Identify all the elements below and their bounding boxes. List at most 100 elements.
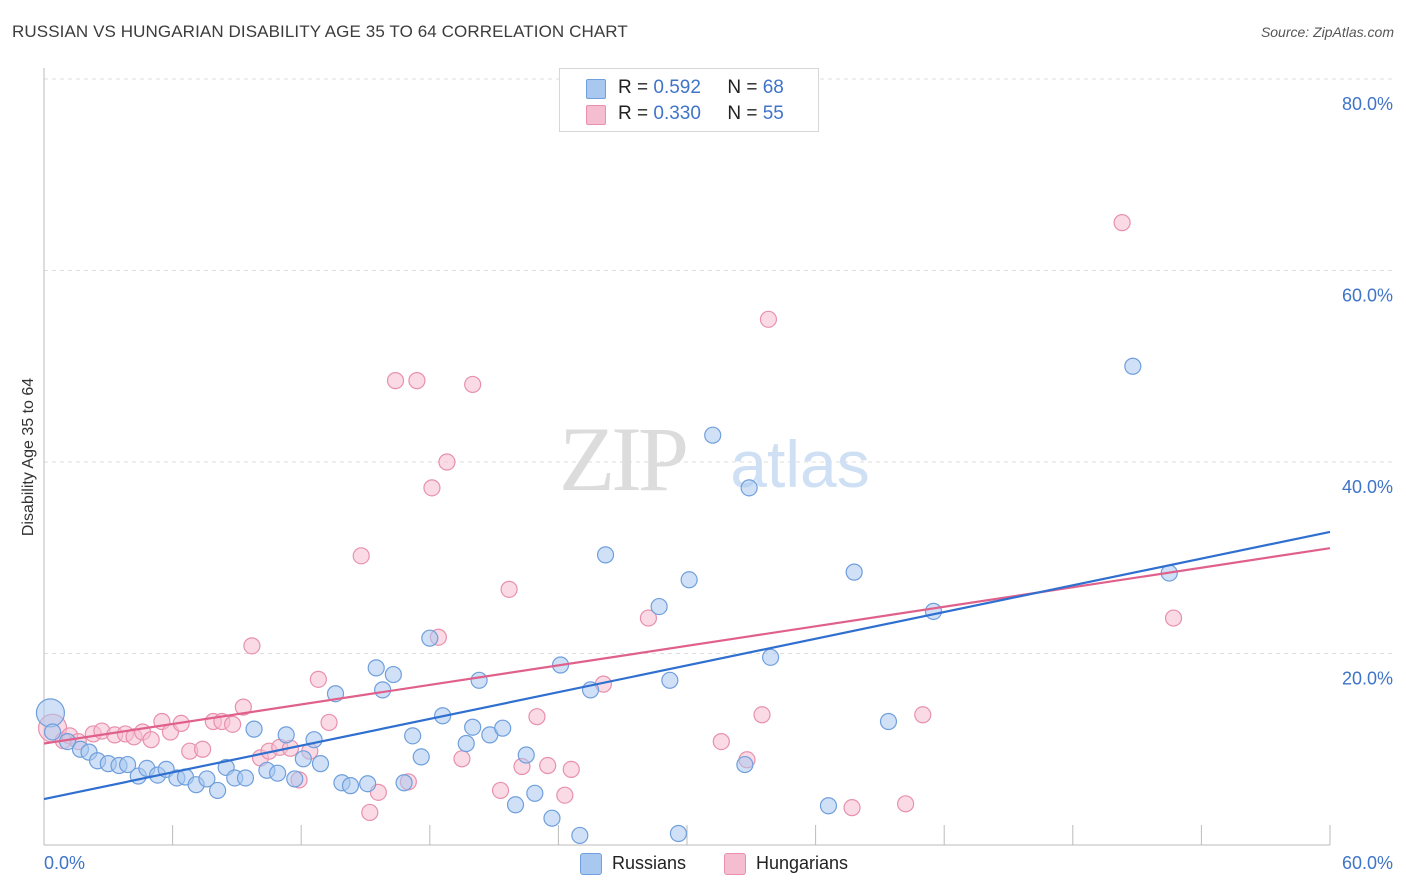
russians-point xyxy=(879,712,898,731)
russians-swatch xyxy=(586,79,606,99)
hungarians-point xyxy=(194,740,212,758)
russians-point xyxy=(761,648,780,666)
russians-legend-swatch xyxy=(580,853,602,875)
chart-source: Source: ZipAtlas.com xyxy=(1260,24,1394,40)
hungarians-point xyxy=(243,637,261,655)
hungarians-point xyxy=(759,310,778,328)
y-tick-label: 40.0% xyxy=(1342,477,1393,497)
russians-points xyxy=(35,357,1178,845)
hungarians-point xyxy=(897,795,915,813)
russians-point xyxy=(571,826,589,845)
russians-point xyxy=(198,770,216,788)
watermark-zip: ZIP xyxy=(559,408,686,510)
russians-point xyxy=(740,479,758,497)
y-axis-label: Disability Age 35 to 64 xyxy=(20,378,37,536)
hungarians-point xyxy=(562,760,580,778)
russians-point xyxy=(404,727,422,745)
hungarians-point xyxy=(361,803,379,822)
russians-point xyxy=(464,718,482,736)
russians-point xyxy=(245,720,263,738)
russians-point xyxy=(1124,357,1142,375)
russians-point xyxy=(209,781,227,800)
x-tick-label-min: 0.0% xyxy=(44,853,85,873)
hungarians-point xyxy=(386,372,405,390)
hungarians-point xyxy=(142,731,160,749)
y-tick-label: 20.0% xyxy=(1342,669,1393,689)
russians-point xyxy=(236,769,255,787)
hungarians-point xyxy=(234,698,252,716)
russians-point xyxy=(341,777,360,795)
russians-point xyxy=(457,734,475,753)
russians-point xyxy=(311,755,330,773)
russians-point xyxy=(661,671,679,689)
russians-n-value: 68 xyxy=(762,77,784,98)
hungarians-point xyxy=(309,670,327,688)
hungarians-point xyxy=(639,609,658,627)
russians-point xyxy=(494,719,512,737)
russians-point xyxy=(421,629,439,647)
x-tick-label-max: 60.0% xyxy=(1342,853,1393,873)
russians-point xyxy=(35,698,66,728)
y-tick-label: 80.0% xyxy=(1342,94,1393,114)
hungarians-legend-label: Hungarians xyxy=(756,853,849,873)
hungarians-trend-line xyxy=(43,547,1331,745)
hungarians-point xyxy=(712,732,730,751)
russians-point xyxy=(680,571,698,589)
correlation-legend: R = 0.592 N = 68 R = 0.330 N = 55 xyxy=(559,68,819,132)
tick-labels: 20.0% 40.0% 60.0% 80.0% 0.0% 60.0% xyxy=(44,94,1393,873)
watermark: ZIP atlas xyxy=(559,408,870,510)
russians-point xyxy=(43,723,62,741)
hungarians-point xyxy=(914,706,932,724)
hungarians-point xyxy=(408,372,426,390)
hungarians-swatch xyxy=(586,105,606,125)
hungarians-point xyxy=(352,547,370,565)
hungarians-n-value: 55 xyxy=(762,103,784,124)
hungarians-point xyxy=(1113,214,1131,232)
russians-point xyxy=(736,755,754,774)
hungarians-point xyxy=(423,479,441,497)
russians-trend-line xyxy=(43,530,1331,801)
russians-point xyxy=(596,546,615,564)
russians-point xyxy=(384,665,402,684)
hungarians-point xyxy=(528,708,546,726)
russians-point xyxy=(305,731,323,749)
hungarians-point xyxy=(438,453,456,471)
russians-point xyxy=(526,784,544,802)
russians-point xyxy=(845,563,863,581)
hungarians-r-value: 0.330 xyxy=(653,103,701,124)
russians-point xyxy=(294,750,312,768)
russians-legend-label: Russians xyxy=(612,853,687,873)
russians-n-label: N = xyxy=(727,77,758,98)
russians-point xyxy=(374,681,392,699)
russians-point xyxy=(650,597,668,616)
russians-point xyxy=(269,764,287,782)
russians-point xyxy=(517,746,535,764)
russians-point xyxy=(395,774,413,792)
russians-point xyxy=(704,426,722,444)
russians-point xyxy=(286,770,304,788)
russians-point xyxy=(367,659,385,677)
trend-lines xyxy=(43,530,1331,801)
russians-point xyxy=(924,602,943,620)
hungarians-point xyxy=(453,750,471,768)
russians-point xyxy=(669,824,688,843)
hungarians-point xyxy=(753,706,771,724)
hungarians-point xyxy=(320,713,338,732)
hungarians-point xyxy=(843,799,861,817)
russians-point xyxy=(470,671,488,689)
hungarians-point xyxy=(224,715,242,733)
chart-title: RUSSIAN VS HUNGARIAN DISABILITY AGE 35 T… xyxy=(12,22,628,41)
russians-r-label: R = xyxy=(618,77,649,98)
russians-r-value: 0.592 xyxy=(653,77,701,98)
hungarians-point xyxy=(491,781,510,800)
grid-lines xyxy=(44,78,1392,654)
y-tick-label: 60.0% xyxy=(1342,286,1393,306)
hungarians-point xyxy=(1164,609,1183,627)
russians-point xyxy=(359,775,377,793)
russians-point xyxy=(506,796,525,814)
russians-point xyxy=(118,755,137,774)
hungarians-legend-swatch xyxy=(724,853,746,875)
hungarians-point xyxy=(556,786,574,804)
russians-point xyxy=(412,748,430,766)
